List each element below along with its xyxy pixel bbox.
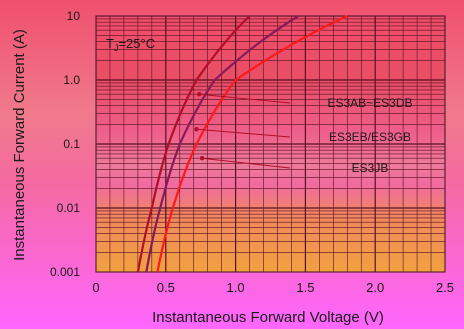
- series-label-leader: [199, 93, 291, 104]
- series-label-arrowhead: [199, 155, 205, 161]
- x-tick-label: 2.0: [366, 280, 384, 295]
- x-axis-label: Instantaneous Forward Voltage (V): [152, 309, 384, 326]
- series-label-arrowhead: [197, 91, 202, 97]
- y-tick-label: 0.001: [50, 265, 80, 279]
- legend-layer: ES3AB~ES3DB ES3EB/ES3GB ES3JB: [194, 91, 413, 175]
- annotation-main: T: [106, 36, 114, 51]
- series-label-leader: [202, 157, 291, 169]
- x-tick-label: 2.5: [436, 280, 454, 295]
- y-tick-label: 0.01: [57, 201, 81, 215]
- grid-layer: [96, 16, 445, 272]
- x-tick-label: 1.0: [227, 280, 245, 295]
- annotation-rest: =25°C: [118, 36, 155, 51]
- series-label: ES3EB/ES3GB: [329, 130, 411, 144]
- annotation-sub: J: [114, 43, 119, 53]
- y-tick-label: 1.0: [63, 73, 80, 87]
- x-tick-label: 0.5: [157, 280, 175, 295]
- series-line: [156, 14, 348, 273]
- series-layer: [136, 14, 348, 273]
- x-tick-label: 0: [92, 280, 99, 295]
- y-tick-label: 10: [67, 9, 81, 23]
- series-label: ES3JB: [352, 161, 389, 175]
- series-label-leader: [196, 128, 291, 138]
- series-line: [145, 15, 299, 273]
- svg-text:TJ=25°C: TJ=25°C: [106, 36, 155, 53]
- series-label-arrowhead: [194, 127, 199, 132]
- x-tick-label: 1.5: [296, 280, 314, 295]
- y-tick-label: 0.1: [63, 137, 80, 151]
- tick-layer: 0 0.5 1.0 1.5 2.0 2.5 10 1.0 0.1 0.01 0.001: [50, 9, 454, 295]
- series-label: ES3AB~ES3DB: [327, 96, 412, 110]
- temperature-annotation: TJ=25°C: [106, 36, 155, 53]
- y-axis-label: Instantaneous Forward Current (A): [11, 29, 28, 261]
- series-line: [136, 15, 251, 273]
